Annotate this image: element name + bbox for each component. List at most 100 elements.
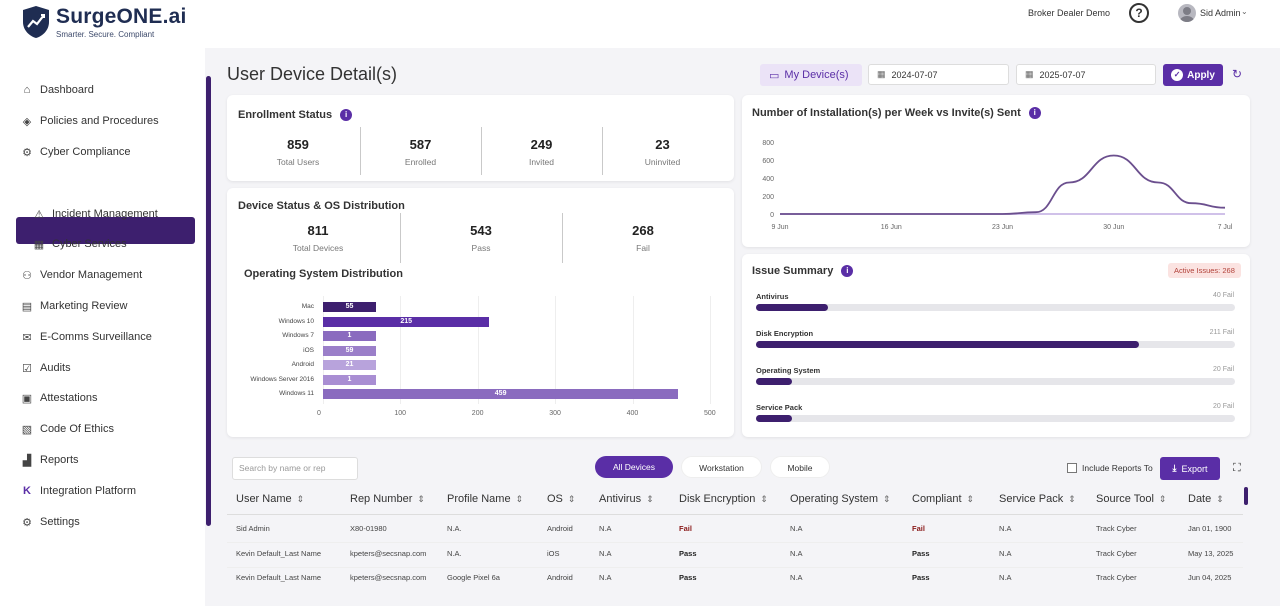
table-cell: Fail	[912, 524, 925, 533]
info-icon[interactable]: i	[841, 265, 854, 278]
issue-progress-track	[756, 304, 1235, 311]
os-bar[interactable]: 59	[323, 345, 376, 356]
sidebar-item-dashboard[interactable]: ⌂ Dashboard	[20, 77, 94, 103]
table-cell: N.A	[999, 573, 1012, 582]
column-header[interactable]: Date ⇕	[1188, 493, 1224, 505]
column-header-label: Profile Name	[447, 493, 511, 505]
issue-label: Antivirus	[756, 292, 789, 301]
x-tick-label: 16 Jun	[881, 224, 902, 231]
info-icon[interactable]: i	[340, 109, 353, 122]
sidebar-item-audits[interactable]: ☑ Audits	[20, 355, 71, 381]
layers-icon: ◈	[22, 115, 32, 128]
sidebar-item-label: Code Of Ethics	[40, 423, 114, 435]
fullscreen-icon[interactable]: ⛶	[1233, 462, 1241, 474]
tab-mobile[interactable]: Mobile	[770, 456, 830, 478]
tab-all-devices[interactable]: All Devices	[595, 456, 673, 478]
column-header[interactable]: Antivirus ⇕	[599, 493, 654, 505]
row-divider	[227, 567, 1243, 568]
sidebar-item-vendor-management[interactable]: ⚇ Vendor Management	[20, 262, 142, 288]
column-header[interactable]: User Name ⇕	[236, 493, 304, 505]
sort-icon[interactable]: ⇕	[417, 494, 425, 504]
column-header[interactable]: Operating System ⇕	[790, 493, 891, 505]
org-selector[interactable]: Broker Dealer Demo	[1028, 8, 1111, 18]
info-icon[interactable]: i	[1028, 107, 1041, 120]
os-bar[interactable]: 459	[323, 389, 679, 399]
os-bar[interactable]: 55	[323, 302, 376, 312]
include-reports-checkbox[interactable]	[1067, 463, 1077, 473]
os-bar[interactable]: 1	[323, 374, 376, 385]
sidebar-item-cyber-compliance[interactable]: ⚙ Cyber Compliance	[20, 139, 130, 165]
sidebar-item-settings[interactable]: ⚙ Settings	[20, 509, 80, 535]
table-cell: N.A	[790, 549, 803, 558]
sort-icon[interactable]: ⇕	[1158, 494, 1167, 504]
sidebar-item-marketing-review[interactable]: ▤ Marketing Review	[20, 293, 128, 319]
column-header[interactable]: Profile Name ⇕	[447, 493, 523, 505]
brand-tagline: Smarter. Secure. Compliant	[56, 30, 155, 39]
active-issues-badge: Active Issues: 268	[1168, 263, 1241, 278]
include-reports-toggle[interactable]: Include Reports To	[1067, 463, 1153, 473]
column-header[interactable]: OS ⇕	[547, 493, 575, 505]
os-bar[interactable]: 1	[323, 331, 376, 341]
tab-workstation[interactable]: Workstation	[681, 456, 762, 478]
brand-logo[interactable]: SurgeONE.ai Smarter. Secure. Compliant	[22, 5, 187, 39]
x-tick-label: 30 Jun	[1103, 224, 1124, 231]
code-icon: ▧	[21, 423, 33, 436]
chevron-down-icon[interactable]: ⌄	[1241, 7, 1248, 16]
table-cell: X80-01980	[350, 524, 387, 533]
sidebar-item-integration[interactable]: K Integration Platform	[20, 478, 136, 504]
sort-icon[interactable]: ⇕	[883, 494, 891, 504]
sort-icon[interactable]: ⇕	[760, 494, 768, 504]
column-header[interactable]: Service Pack ⇕	[999, 493, 1076, 505]
refresh-icon[interactable]: ↻	[1232, 67, 1243, 81]
os-bar[interactable]: 21	[323, 360, 376, 370]
column-header-label: Rep Number	[350, 493, 413, 505]
sidebar-item-ecomms[interactable]: ✉ E-Comms Surveillance	[20, 324, 152, 350]
sidebar-item-code-of-ethics[interactable]: ▧ Code Of Ethics	[20, 416, 114, 442]
sidebar-item-reports[interactable]: ▟ Reports	[20, 447, 79, 473]
sort-icon[interactable]: ⇕	[1068, 494, 1076, 504]
end-date-field[interactable]: ▦ 2025-07-07	[1016, 64, 1156, 85]
my-devices-button[interactable]: ▭ My Device(s)	[760, 64, 862, 86]
column-header[interactable]: Rep Number ⇕	[350, 493, 425, 505]
sidebar-item-label: Cyber Compliance	[40, 146, 131, 158]
sidebar-item-cyber-services[interactable]: ▦ Cyber Services	[32, 231, 127, 257]
export-button[interactable]: ⤓ Export	[1160, 457, 1220, 480]
start-date-field[interactable]: ▦ 2024-07-07	[868, 64, 1009, 85]
user-name[interactable]: Sid Admin	[1200, 8, 1241, 18]
table-cell: Kevin Default_Last Name	[236, 573, 322, 582]
help-icon[interactable]: ?	[1129, 3, 1149, 23]
table-scrollbar[interactable]	[1244, 487, 1248, 505]
issue-count: 211 Fail	[1209, 329, 1234, 336]
column-header[interactable]: Compliant ⇕	[912, 493, 974, 505]
sidebar-item-attestations[interactable]: ▣ Attestations	[20, 385, 98, 411]
stat-label: Uninvited	[644, 157, 681, 167]
sidebar-item-label: Attestations	[40, 392, 98, 404]
os-bar[interactable]: 215	[323, 316, 490, 327]
building-icon: ▦	[33, 238, 45, 251]
stat-label: Pass	[471, 243, 491, 253]
sidebar-item-label: E-Comms Surveillance	[40, 331, 152, 343]
sort-icon[interactable]: ⇕	[296, 494, 305, 504]
sidebar-item-incident-management[interactable]: ⚠ Incident Management	[32, 201, 158, 227]
sort-icon[interactable]: ⇕	[1216, 494, 1224, 504]
sidebar-item-policies[interactable]: ◈ Policies and Procedures	[20, 108, 159, 134]
stat-label: Total Devices	[292, 243, 344, 253]
sidebar-item-device-statistics[interactable]: ▥ Device Statistics	[32, 170, 133, 196]
sort-icon[interactable]: ⇕	[646, 494, 654, 504]
sort-icon[interactable]: ⇕	[966, 494, 975, 504]
y-tick-label: 0	[770, 212, 774, 219]
avatar[interactable]	[1178, 4, 1196, 22]
apply-button[interactable]: ✓ Apply	[1163, 64, 1223, 86]
sort-icon[interactable]: ⇕	[567, 494, 576, 504]
sort-icon[interactable]: ⇕	[515, 494, 524, 504]
stat-value: 268	[632, 223, 654, 238]
search-input[interactable]: Search by name or rep	[232, 457, 358, 480]
sidebar-scrollbar[interactable]	[206, 76, 211, 526]
table-cell: Track Cyber	[1096, 549, 1137, 558]
issue-label: Disk Encryption	[756, 329, 814, 338]
table-cell: N.A.	[447, 524, 462, 533]
sidebar-item-label: Integration Platform	[40, 485, 136, 497]
column-header[interactable]: Source Tool ⇕	[1096, 493, 1166, 505]
table-cell: Track Cyber	[1096, 524, 1137, 533]
column-header[interactable]: Disk Encryption ⇕	[679, 493, 768, 505]
